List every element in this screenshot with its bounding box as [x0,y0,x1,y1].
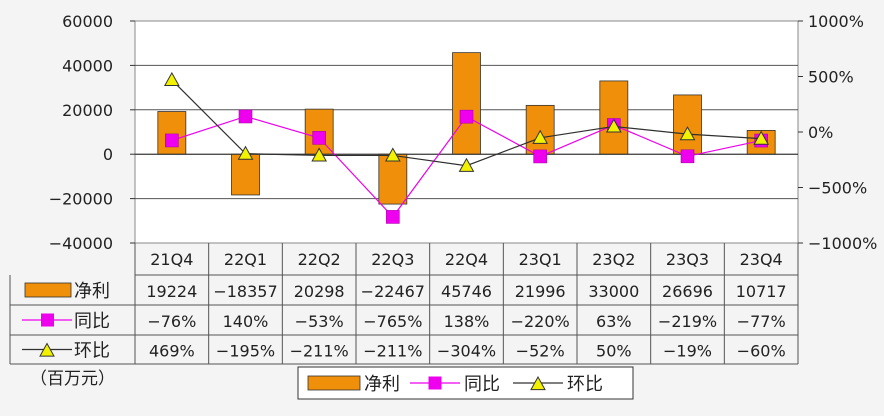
point [165,133,179,148]
y-tick-label: 40000 [62,56,113,75]
y-tick-label: 0 [103,145,113,164]
data-label: −19% [663,342,712,361]
point [459,109,474,124]
x-tick-label: 23Q1 [519,250,562,269]
data-label: 469% [149,342,195,361]
legend-label: 净利 [364,374,400,395]
point [533,149,547,164]
x-tick-label: 21Q4 [150,250,193,269]
y2-tick-label: 0% [808,123,833,142]
data-label: 21996 [515,282,566,301]
bar [157,111,187,155]
point [753,130,770,145]
point [312,131,326,145]
x-tick-label: 23Q3 [666,250,709,269]
y-tick-label: 60000 [62,12,113,31]
data-label: −211% [290,342,349,361]
x-tick-label: 23Q4 [740,250,783,269]
data-label: 20298 [294,282,345,301]
data-label: −53% [295,312,344,331]
legend-label: 同比 [464,374,500,395]
legend-key [307,375,361,391]
data-label: −18357 [213,282,277,301]
point [237,145,254,160]
point [679,126,696,141]
legend-key [428,376,442,390]
legend-key [41,313,54,327]
data-label: −765% [363,312,422,331]
x-tick-label: 22Q4 [445,250,488,269]
y2-tick-label: 1000% [808,12,864,31]
data-label: −220% [511,312,570,331]
point [605,118,622,133]
y2-tick-label: −1000% [808,234,877,253]
x-tick-label: 23Q2 [592,250,635,269]
data-label: 50% [596,342,632,361]
data-label: 33000 [588,282,639,301]
bar [599,80,629,155]
point [386,210,400,224]
y2-tick-label: 500% [808,68,854,87]
bar [231,153,260,196]
x-tick-label: 22Q2 [298,250,341,269]
data-label: −76% [147,312,196,331]
data-label: −211% [363,342,422,361]
data-label: 45746 [441,282,492,301]
x-tick-label: 22Q1 [224,250,267,269]
data-label: −22467 [361,282,425,301]
x-tick-label: 22Q3 [371,250,414,269]
y-tick-label: −20000 [49,190,113,209]
point [311,147,328,162]
point [163,71,180,87]
data-label: 63% [596,312,632,331]
data-label: −304% [437,342,496,361]
y2-tick-label: −500% [808,179,867,198]
data-label: 138% [444,312,490,331]
bar [673,94,702,155]
y-tick-label: 20000 [62,101,113,120]
point [680,149,695,164]
bar [378,153,408,205]
point [384,147,401,162]
unit-label: （百万元） [30,369,115,389]
legend-key [39,342,55,357]
y-tick-label: −40000 [49,234,113,253]
point [458,157,475,172]
data-label: 26696 [662,282,713,301]
data-label: 19224 [146,282,197,301]
legend-label: 环比 [567,374,603,395]
bar [452,52,481,155]
legend-key [530,375,546,391]
point [238,109,253,124]
series-name: 同比 [74,311,110,332]
point [532,129,549,144]
series-name: 净利 [74,281,110,302]
data-label: −195% [216,342,275,361]
data-label: −219% [658,312,717,331]
legend-key [24,282,72,298]
data-label: −77% [737,312,786,331]
data-label: 10717 [736,282,787,301]
data-label: −52% [516,342,565,361]
data-label: 140% [223,312,269,331]
data-label: −60% [737,342,786,361]
series-name: 环比 [74,341,110,362]
